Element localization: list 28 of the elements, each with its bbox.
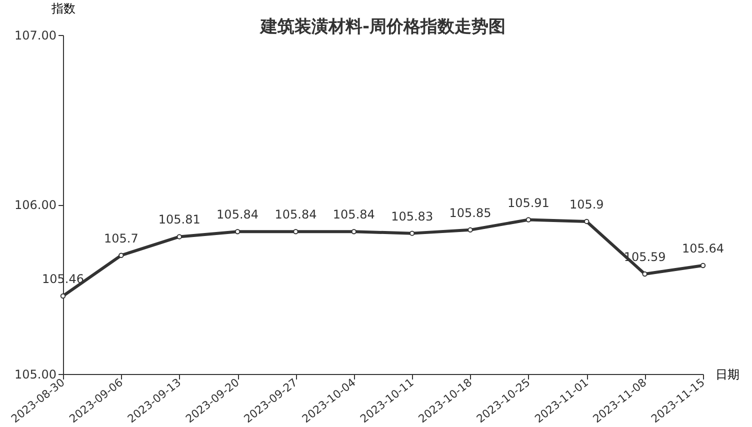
point <box>642 271 648 277</box>
point <box>293 229 298 234</box>
data-label: 105.81 <box>158 212 200 227</box>
data-label: 105.64 <box>682 242 724 256</box>
point <box>468 227 473 233</box>
x-axis-title: 日期 <box>716 368 740 382</box>
data-label: 105.91 <box>507 196 550 210</box>
y-tick-label: 105.00 <box>14 368 56 382</box>
data-label: 105.83 <box>391 209 434 224</box>
chart-title: 建筑装潢材料-周价格指数走势图 <box>258 17 506 37</box>
point <box>234 229 240 234</box>
data-label: 105.84 <box>274 208 317 222</box>
data-label: 105.84 <box>216 208 259 222</box>
y-axis-title: 指数 <box>50 2 76 16</box>
point <box>60 293 66 299</box>
data-label: 105.84 <box>332 208 375 222</box>
point <box>700 262 706 268</box>
y-tick-label: 106.00 <box>14 198 56 212</box>
point <box>526 217 532 222</box>
point <box>176 234 182 240</box>
point <box>409 230 415 236</box>
data-label: 105.85 <box>449 206 492 220</box>
data-label: 105.7 <box>104 231 138 246</box>
point <box>351 229 357 234</box>
point <box>118 252 124 258</box>
point <box>584 218 590 224</box>
data-label: 105.9 <box>569 197 604 212</box>
y-tick-label: 107.00 <box>14 28 56 42</box>
